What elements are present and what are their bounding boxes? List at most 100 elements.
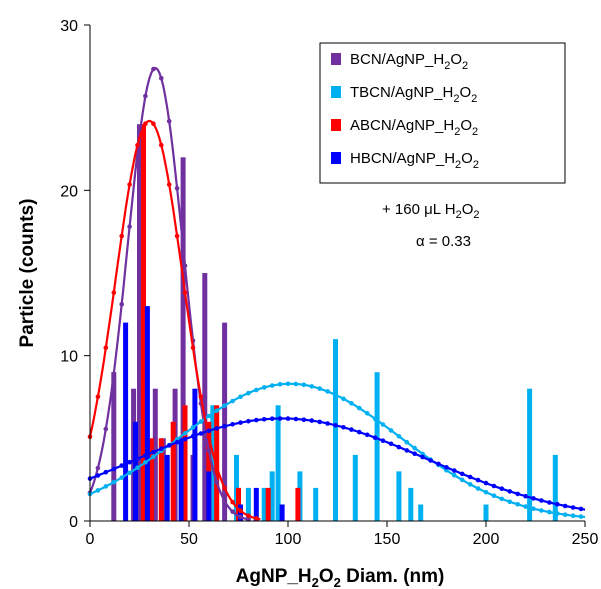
fit-point-hbcn-agnp-h2o2-132 xyxy=(349,427,354,432)
legend-label-tbcn-agnp-h2o2-part-1: TBCN/AgNP_H xyxy=(350,84,453,101)
annotation-h2o2: + 160 μL H2O2 xyxy=(382,201,479,221)
fit-point-tbcn-agnp-h2o2-48 xyxy=(182,431,188,436)
bar-tbcn-agnp-h2o2-9 xyxy=(352,454,358,521)
fit-point-tbcn-agnp-h2o2-144 xyxy=(372,416,378,422)
fit-point-tbcn-agnp-h2o2-68 xyxy=(222,403,227,408)
fit-point-hbcn-agnp-h2o2-144 xyxy=(372,435,378,441)
fit-point-hbcn-agnp-h2o2-208 xyxy=(499,486,505,492)
legend-label-tbcn-agnp-h2o2-sub-2: 2 xyxy=(471,93,477,105)
fit-point-bcn-agnp-h2o2-76 xyxy=(238,514,243,520)
fit-point-hbcn-agnp-h2o2-44 xyxy=(174,439,180,445)
fit-point-hbcn-agnp-h2o2-220 xyxy=(523,493,528,499)
x-tick-label-1: 50 xyxy=(180,531,198,548)
bar-bcn-agnp-h2o2-2 xyxy=(137,124,142,521)
fit-point-hbcn-agnp-h2o2-60 xyxy=(206,428,212,434)
fit-point-abcn-agnp-h2o2-28 xyxy=(143,121,148,126)
fit-point-tbcn-agnp-h2o2-24 xyxy=(135,465,140,471)
fit-point-tbcn-agnp-h2o2-236 xyxy=(555,511,560,516)
x-tick-label-3: 150 xyxy=(374,531,401,548)
fit-point-tbcn-agnp-h2o2-232 xyxy=(547,509,552,515)
x-axis-title-sub-2: 2 xyxy=(334,575,341,589)
fit-point-tbcn-agnp-h2o2-56 xyxy=(198,419,204,424)
fit-point-hbcn-agnp-h2o2-172 xyxy=(428,458,433,463)
legend-swatch-abcn-agnp-h2o2 xyxy=(331,119,341,131)
fit-point-hbcn-agnp-h2o2-116 xyxy=(317,419,323,425)
legend-label-abcn-agnp-h2o2: ABCN/AgNP_H2O2 xyxy=(350,117,478,138)
fit-point-tbcn-agnp-h2o2-168 xyxy=(420,451,425,457)
bar-hbcn-agnp-h2o2-1 xyxy=(133,421,138,521)
x-axis-title-part-1: AgNP_H xyxy=(236,566,312,587)
fit-point-hbcn-agnp-h2o2-88 xyxy=(261,417,267,422)
fit-point-hbcn-agnp-h2o2-128 xyxy=(341,425,346,430)
fit-point-tbcn-agnp-h2o2-204 xyxy=(491,493,497,499)
fit-point-abcn-agnp-h2o2-32 xyxy=(151,121,156,126)
legend: BCN/AgNP_H2O2TBCN/AgNP_H2O2ABCN/AgNP_H2O… xyxy=(319,42,566,184)
fit-point-tbcn-agnp-h2o2-192 xyxy=(467,482,473,487)
bar-tbcn-agnp-h2o2-14 xyxy=(483,504,489,521)
fit-point-abcn-agnp-h2o2-56 xyxy=(198,394,204,400)
bar-tbcn-agnp-h2o2-5 xyxy=(275,405,281,521)
fit-point-hbcn-agnp-h2o2-160 xyxy=(404,448,410,453)
bar-tbcn-agnp-h2o2-15 xyxy=(527,388,533,521)
fit-point-abcn-agnp-h2o2-72 xyxy=(230,499,235,505)
fit-point-hbcn-agnp-h2o2-152 xyxy=(388,441,394,447)
fit-point-abcn-agnp-h2o2-80 xyxy=(246,513,251,518)
fit-point-tbcn-agnp-h2o2-244 xyxy=(570,513,576,518)
bar-hbcn-agnp-h2o2-2 xyxy=(144,306,150,521)
fit-point-tbcn-agnp-h2o2-188 xyxy=(459,477,465,483)
fit-point-tbcn-agnp-h2o2-52 xyxy=(190,425,196,430)
bar-tbcn-agnp-h2o2-11 xyxy=(396,471,402,521)
fit-point-hbcn-agnp-h2o2-100 xyxy=(285,416,291,421)
bar-tbcn-agnp-h2o2-0 xyxy=(210,405,216,521)
fit-point-tbcn-agnp-h2o2-248 xyxy=(578,514,584,519)
fit-point-hbcn-agnp-h2o2-212 xyxy=(507,489,513,494)
legend-box xyxy=(319,42,566,184)
bar-abcn-agnp-h2o2-2 xyxy=(158,438,164,521)
bar-abcn-agnp-h2o2-0 xyxy=(141,124,146,521)
fit-point-tbcn-agnp-h2o2-128 xyxy=(341,396,346,402)
fit-point-hbcn-agnp-h2o2-196 xyxy=(475,477,481,483)
legend-label-tbcn-agnp-h2o2-sub-1: 2 xyxy=(453,93,459,105)
fit-point-hbcn-agnp-h2o2-104 xyxy=(293,416,299,422)
legend-label-bcn-agnp-h2o2-sub-1: 2 xyxy=(444,60,450,72)
fit-point-hbcn-agnp-h2o2-12 xyxy=(111,466,117,472)
x-tick-label-0: 0 xyxy=(86,531,95,548)
bar-tbcn-agnp-h2o2-2 xyxy=(245,487,251,521)
fit-point-tbcn-agnp-h2o2-116 xyxy=(317,386,323,391)
fit-point-hbcn-agnp-h2o2-20 xyxy=(127,459,132,465)
bar-abcn-agnp-h2o2-9 xyxy=(265,487,271,521)
fit-point-tbcn-agnp-h2o2-32 xyxy=(151,454,156,460)
fit-point-hbcn-agnp-h2o2-52 xyxy=(190,433,196,439)
fit-point-hbcn-agnp-h2o2-188 xyxy=(459,471,465,477)
fit-point-hbcn-agnp-h2o2-136 xyxy=(357,429,362,435)
y-axis-title: Particle (counts) xyxy=(17,199,38,348)
fit-point-abcn-agnp-h2o2-40 xyxy=(166,182,172,187)
bar-tbcn-agnp-h2o2-13 xyxy=(418,504,424,521)
y-tick-label-2: 20 xyxy=(60,183,78,200)
bar-tbcn-agnp-h2o2-7 xyxy=(313,487,319,521)
fit-point-abcn-agnp-h2o2-84 xyxy=(253,516,259,521)
legend-label-tbcn-agnp-h2o2-part-2: O xyxy=(459,84,471,101)
fit-point-hbcn-agnp-h2o2-248 xyxy=(578,506,584,512)
bar-abcn-agnp-h2o2-1 xyxy=(148,438,154,521)
fit-point-abcn-agnp-h2o2-48 xyxy=(182,290,188,295)
fit-point-hbcn-agnp-h2o2-140 xyxy=(364,432,370,438)
legend-swatch-tbcn-agnp-h2o2 xyxy=(331,86,341,98)
fit-point-hbcn-agnp-h2o2-48 xyxy=(182,436,188,442)
fit-point-hbcn-agnp-h2o2-4 xyxy=(95,473,101,478)
fit-point-tbcn-agnp-h2o2-76 xyxy=(238,394,243,400)
x-tick-label-4: 200 xyxy=(473,531,500,548)
fit-point-hbcn-agnp-h2o2-84 xyxy=(253,417,259,423)
fit-point-abcn-agnp-h2o2-44 xyxy=(174,233,180,239)
fit-point-tbcn-agnp-h2o2-160 xyxy=(404,439,410,445)
fit-point-abcn-agnp-h2o2-12 xyxy=(111,290,117,295)
x-axis-title-sub-1: 2 xyxy=(312,575,319,589)
fit-point-hbcn-agnp-h2o2-16 xyxy=(119,463,124,468)
legend-label-abcn-agnp-h2o2-sub-2: 2 xyxy=(472,126,478,138)
bar-tbcn-agnp-h2o2-8 xyxy=(333,339,338,521)
fit-point-tbcn-agnp-h2o2-96 xyxy=(277,382,283,387)
fit-point-hbcn-agnp-h2o2-24 xyxy=(135,456,140,462)
fit-point-tbcn-agnp-h2o2-240 xyxy=(562,512,568,517)
legend-label-hbcn-agnp-h2o2-sub-1: 2 xyxy=(455,159,461,171)
fit-point-tbcn-agnp-h2o2-16 xyxy=(119,475,124,480)
